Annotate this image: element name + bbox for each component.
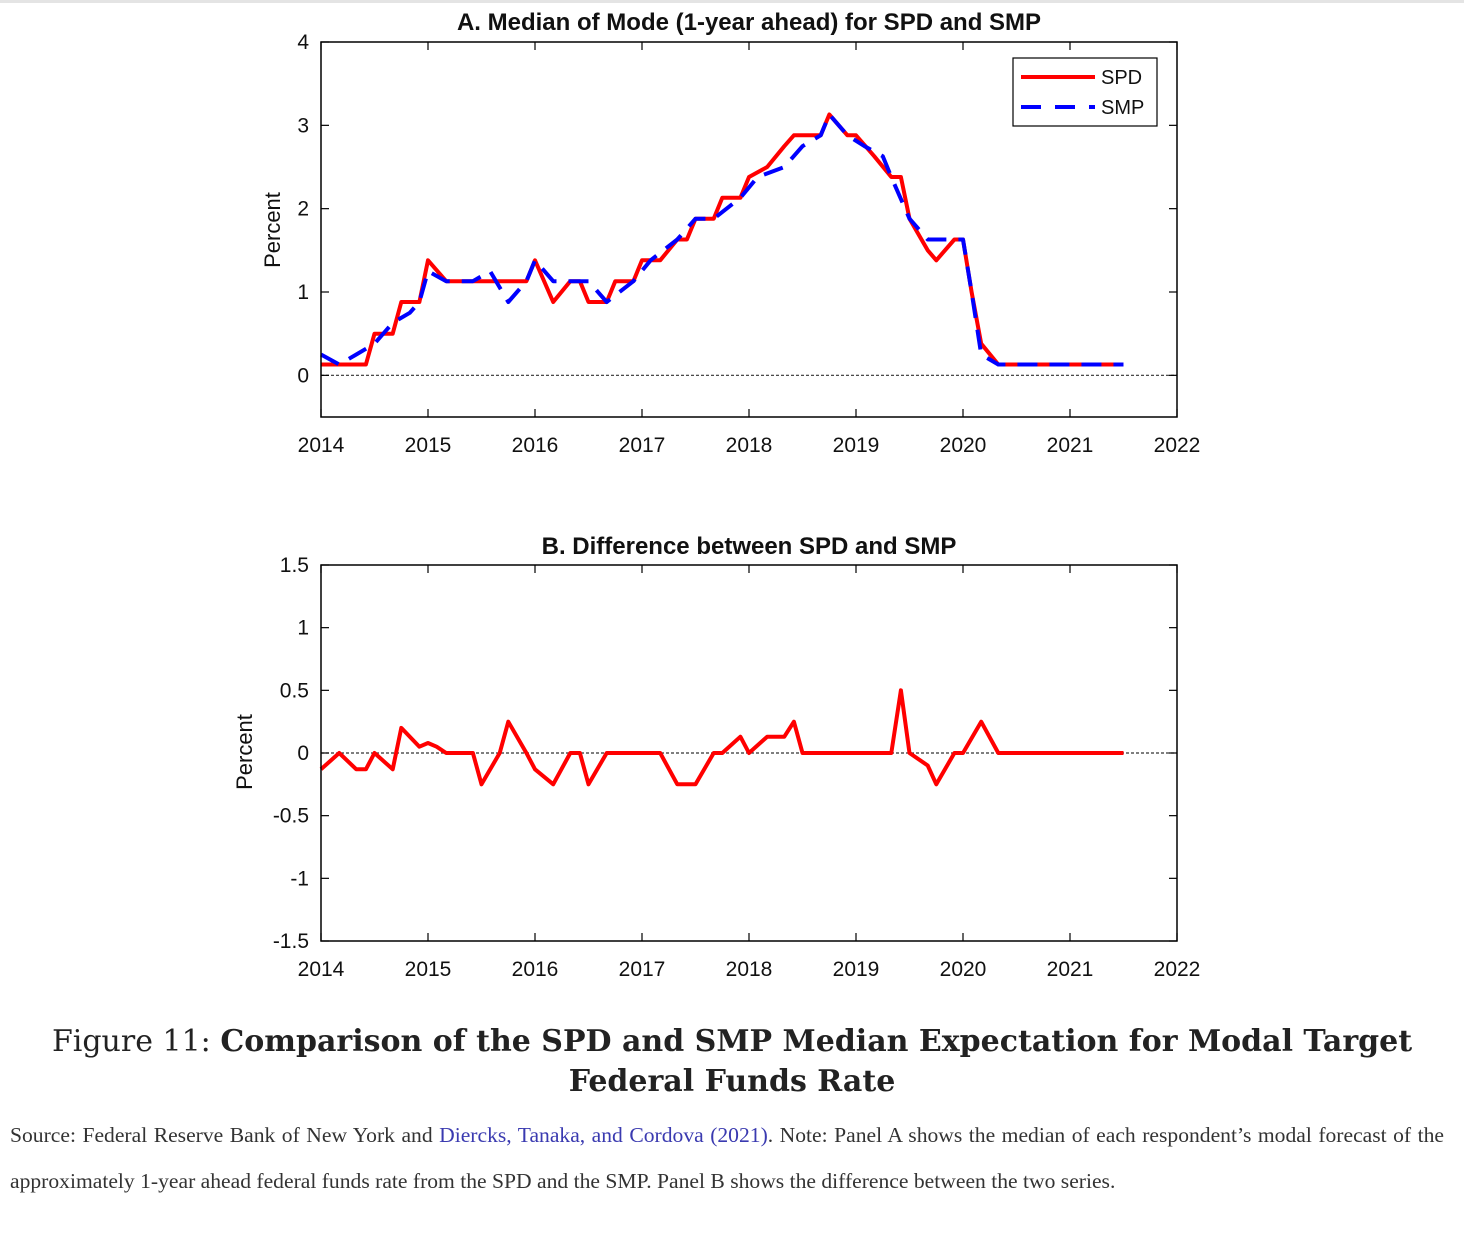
panel-b-x-tick-label: 2014 bbox=[298, 958, 345, 981]
panel-a-y-tick-label: 3 bbox=[297, 114, 309, 137]
panel-b-x-tick-label: 2022 bbox=[1154, 958, 1201, 981]
panel-b-x-tick-label: 2015 bbox=[405, 958, 452, 981]
legend-box bbox=[1012, 57, 1158, 127]
panel-b-x-tick-label: 2017 bbox=[619, 958, 666, 981]
panel-b-x-tick-label: 2016 bbox=[512, 958, 559, 981]
panel-b-y-axis-label: Percent bbox=[232, 714, 257, 790]
panel-a-y-tick-label: 2 bbox=[297, 198, 309, 221]
panel-a-y-axis-label: Percent bbox=[260, 192, 285, 268]
panel-a-x-tick-label: 2022 bbox=[1154, 434, 1201, 457]
legend-label-smp: SMP bbox=[1101, 97, 1144, 119]
panel-b-chart: B. Difference between SPD and SMP Percen… bbox=[232, 533, 1201, 981]
panel-a-y-tick-label: 0 bbox=[297, 364, 309, 387]
panel-b-y-tick-label: 1.5 bbox=[280, 554, 309, 577]
panel-a-chart: A. Median of Mode (1-year ahead) for SPD… bbox=[260, 9, 1200, 457]
panel-a-x-tick-label: 2014 bbox=[298, 434, 345, 457]
panel-b-y-tick-label: -1 bbox=[290, 867, 309, 890]
panel-b-x-tick-label: 2018 bbox=[726, 958, 773, 981]
panel-b-y-tick-label: -0.5 bbox=[273, 805, 309, 828]
panel-b-y-tick-label: -1.5 bbox=[273, 930, 309, 953]
note-text: . Note: Panel A shows the median of each… bbox=[10, 1123, 1444, 1193]
panel-b-y-tick-label: 0.5 bbox=[280, 679, 309, 702]
panel-b-series-line-difference bbox=[319, 688, 1124, 787]
panel-b-title: B. Difference between SPD and SMP bbox=[542, 533, 957, 560]
panel-a-axes-frame bbox=[320, 41, 1178, 418]
legend-label-spd: SPD bbox=[1101, 67, 1142, 89]
panel-a-y-tick-label: 4 bbox=[297, 31, 309, 54]
figure-number: Figure 11: bbox=[51, 1024, 211, 1059]
panel-a-x-tick-label: 2016 bbox=[512, 434, 559, 457]
panel-a-x-tick-label: 2017 bbox=[619, 434, 666, 457]
panel-b-plot-area: 2014 2015 2016 2017 2018 2019 2020 2021 2022 -1.5… bbox=[273, 554, 1201, 981]
panel-b-x-tick-label: 2020 bbox=[940, 958, 987, 981]
panel-a-legend: SPD SMP bbox=[1012, 57, 1158, 127]
panel-a-series-line-spd bbox=[321, 112, 1124, 367]
panel-a-x-tick-label: 2021 bbox=[1047, 434, 1094, 457]
panel-a-title: A. Median of Mode (1-year ahead) for SPD… bbox=[457, 9, 1041, 36]
citation-link[interactable]: Diercks, Tanaka, and Cordova (2021) bbox=[439, 1123, 768, 1147]
panel-a-plot-area: 2014 2015 2016 2017 2018 2019 2020 2021 2022 0 1 2 3… bbox=[297, 31, 1200, 457]
panel-b-y-tick-label: 0 bbox=[297, 742, 309, 765]
panel-a-x-tick-label: 2020 bbox=[940, 434, 987, 457]
panel-a-x-tick-label: 2018 bbox=[726, 434, 773, 457]
panel-b-axes-frame bbox=[320, 564, 1178, 942]
figure-caption: Figure 11: Comparison of the SPD and SMP… bbox=[0, 1022, 1464, 1102]
note-source: Source: Federal Reserve Bank of New York… bbox=[10, 1123, 440, 1147]
figure-title: Comparison of the SPD and SMP Median Exp… bbox=[220, 1024, 1413, 1099]
figure-note: Source: Federal Reserve Bank of New York… bbox=[10, 1112, 1444, 1204]
panel-b-x-tick-label: 2019 bbox=[833, 958, 880, 981]
panel-a-x-tick-label: 2019 bbox=[833, 434, 880, 457]
top-border bbox=[0, 0, 1464, 3]
panel-b-x-tick-label: 2021 bbox=[1047, 958, 1094, 981]
panel-a-y-tick-label: 1 bbox=[297, 281, 309, 304]
panel-a-series-line-smp bbox=[320, 112, 1124, 367]
panel-a-x-tick-label: 2015 bbox=[405, 434, 452, 457]
panel-b-y-tick-label: 1 bbox=[297, 617, 309, 640]
